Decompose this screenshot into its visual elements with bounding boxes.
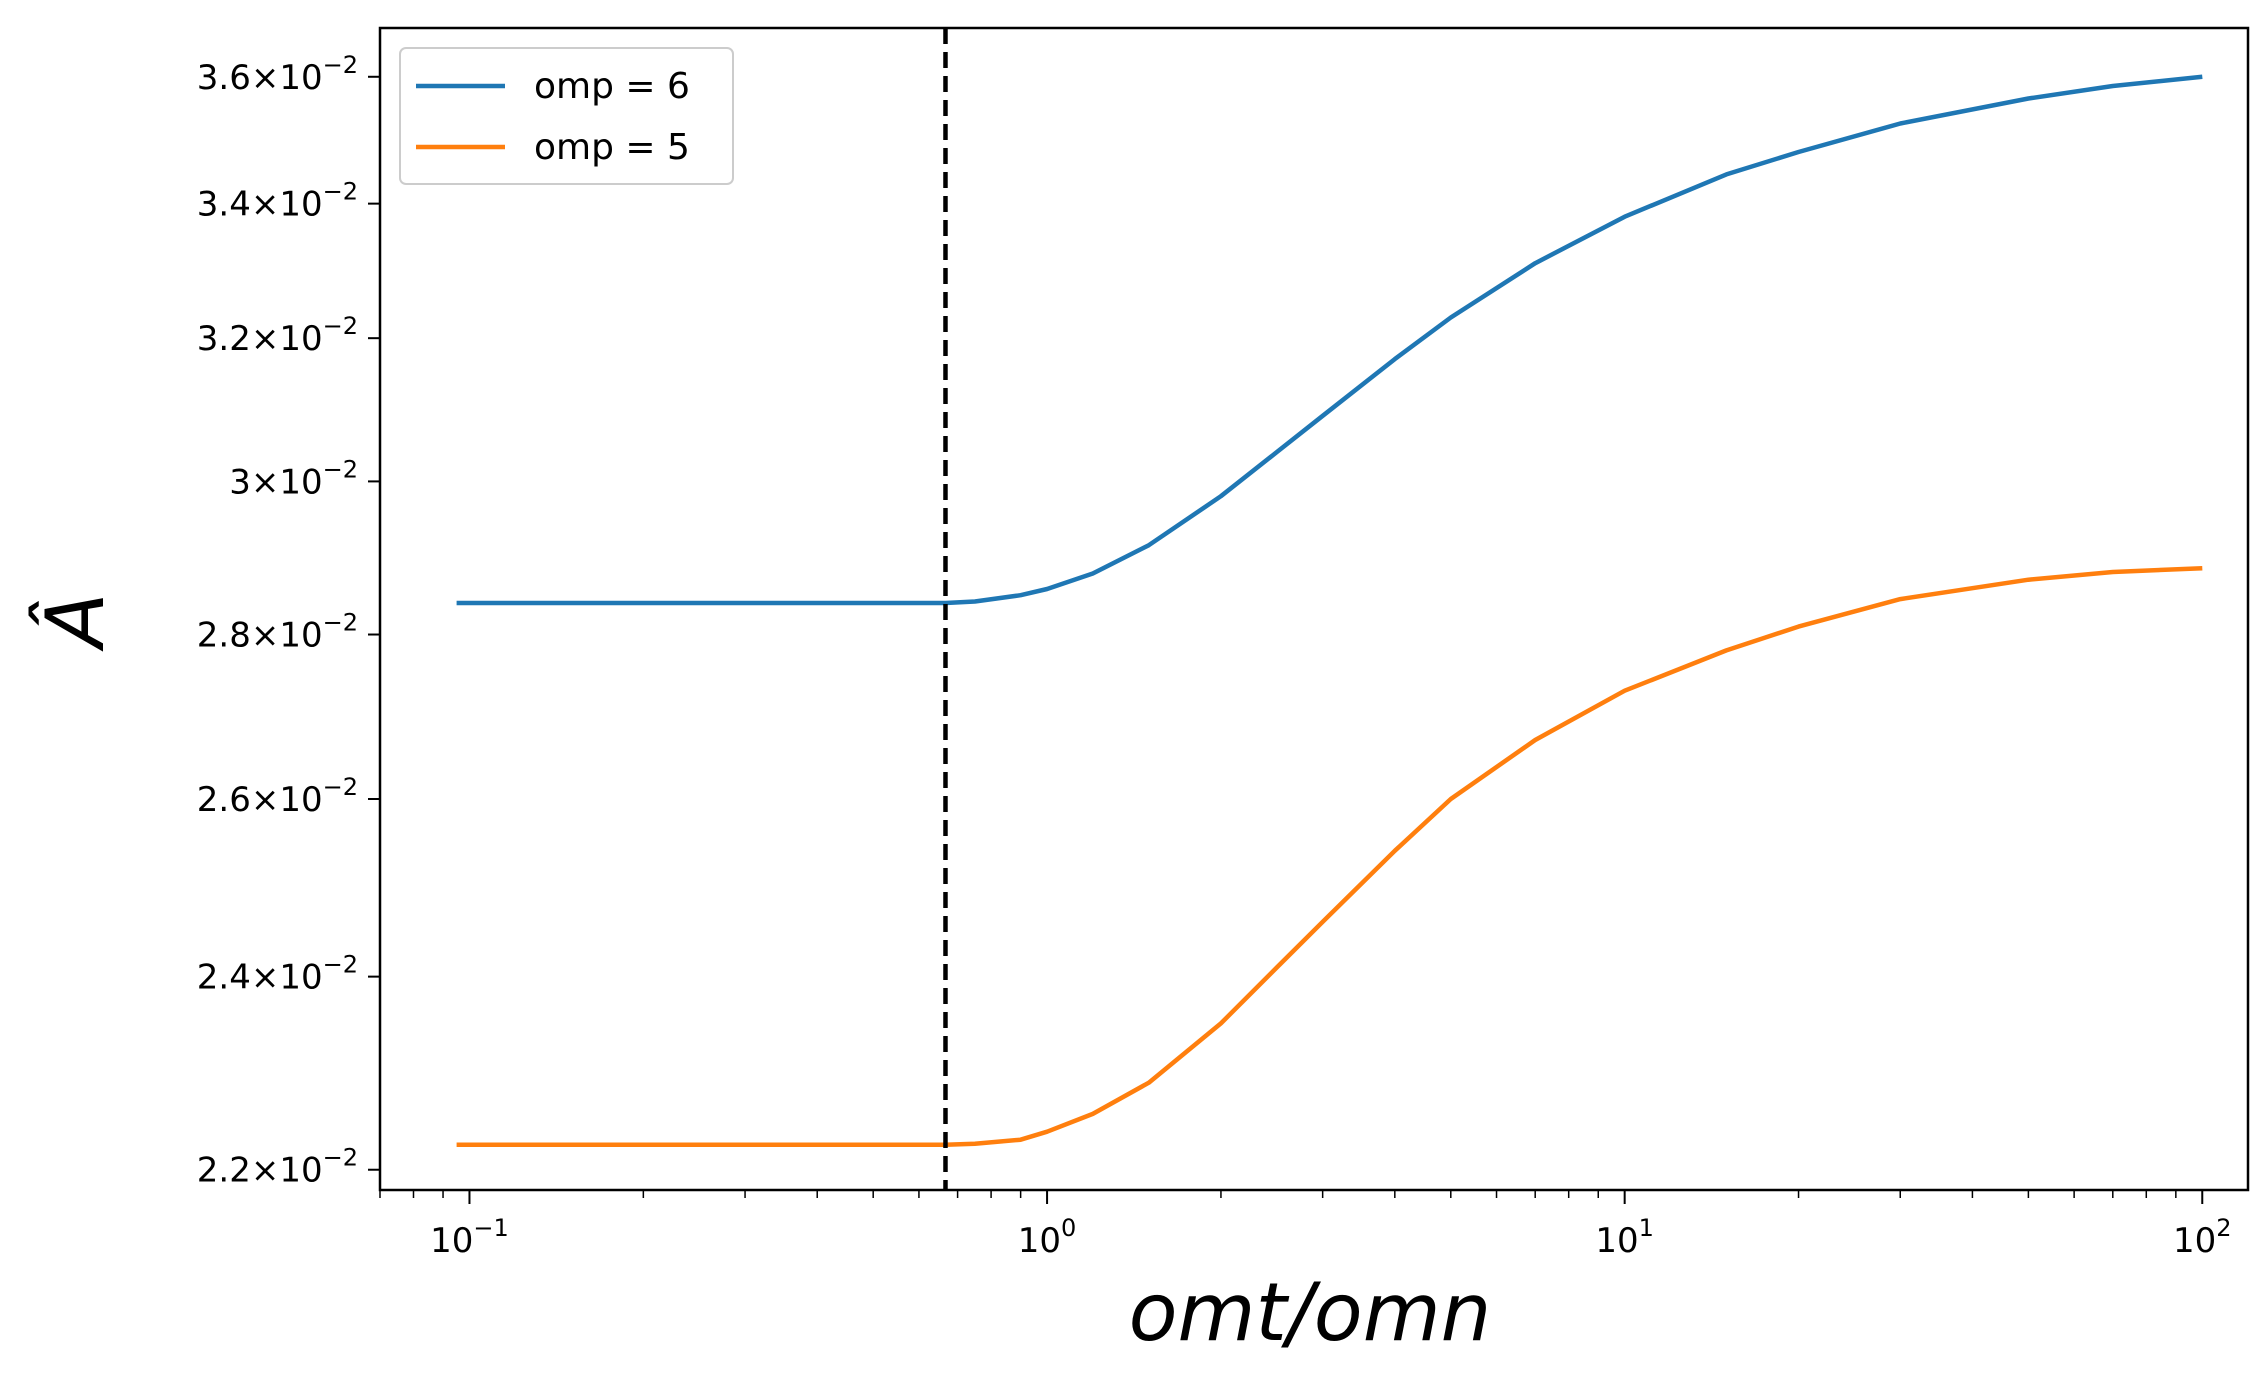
- y-tick-label: 3.4×10−2: [197, 178, 358, 225]
- legend-label: omp = 5: [534, 127, 690, 168]
- x-minor-ticks: [379, 1190, 2177, 1198]
- y-axis-title: Â: [28, 593, 122, 653]
- series-line: [456, 565, 2203, 1147]
- x-tick-label: 100: [1018, 1214, 1077, 1261]
- plot-frame: [378, 26, 2250, 1192]
- legend-box: [399, 47, 734, 185]
- y-tick-label: 3.6×10−2: [197, 51, 358, 98]
- x-tick-label: 10−1: [430, 1214, 509, 1261]
- y-tick-label: 3.2×10−2: [197, 312, 358, 359]
- series-line: [456, 74, 2203, 606]
- y-tick-label: 2.2×10−2: [197, 1144, 358, 1191]
- y-tick-label: 2.4×10−2: [197, 951, 358, 998]
- legend: omp = 6 omp = 5: [399, 47, 734, 185]
- legend-label: omp = 6: [534, 66, 690, 107]
- y-tick-label: 2.6×10−2: [197, 773, 358, 820]
- y-tick-label: 2.8×10−2: [197, 609, 358, 656]
- plot-area: 10−1 100 101 102 2.2×10−2 2.4×10−2 2.6×10−2 2.8…: [197, 26, 2250, 1261]
- y-tick-label: 3×10−2: [229, 455, 358, 502]
- x-axis-title: omt/omn: [1129, 1266, 1492, 1359]
- x-tick-label: 101: [1595, 1214, 1654, 1261]
- x-tick-label: 102: [2173, 1214, 2232, 1261]
